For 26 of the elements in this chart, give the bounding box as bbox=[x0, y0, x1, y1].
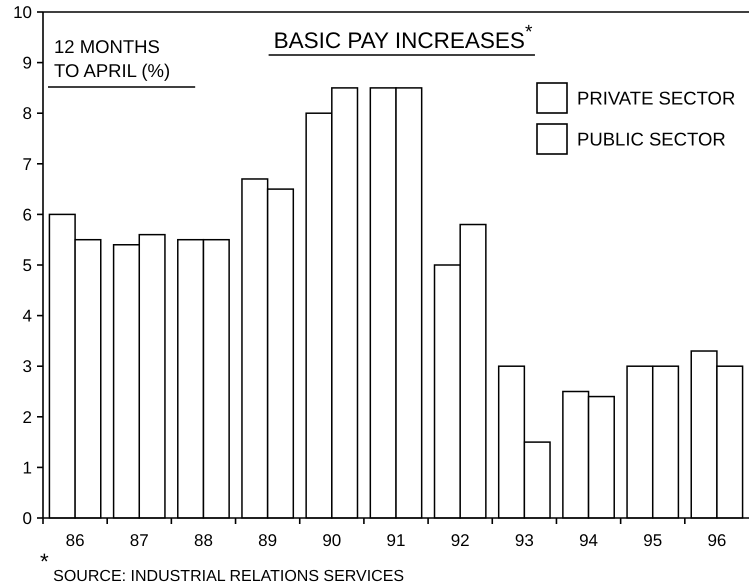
x-tick-label: 96 bbox=[707, 531, 726, 550]
x-tick-label: 92 bbox=[450, 531, 470, 550]
x-tick-label: 88 bbox=[194, 531, 213, 550]
x-tick-label: 90 bbox=[322, 531, 342, 550]
y-tick-label: 10 bbox=[13, 2, 32, 22]
legend-label: PUBLIC SECTOR bbox=[577, 128, 726, 150]
x-tick-label: 94 bbox=[579, 531, 598, 550]
y-tick-label: 5 bbox=[22, 256, 32, 275]
y-tick-label: 8 bbox=[22, 104, 32, 124]
y-tick-label: 3 bbox=[22, 357, 32, 376]
y-tick-label: 2 bbox=[22, 408, 32, 427]
y-tick-label: 0 bbox=[22, 508, 32, 528]
y-tick-label: 1 bbox=[22, 458, 32, 478]
x-tick-label: 89 bbox=[258, 531, 278, 550]
legend-label: PRIVATE SECTOR bbox=[577, 87, 736, 108]
x-tick-label: 95 bbox=[643, 531, 662, 550]
x-tick-label: 91 bbox=[386, 531, 406, 550]
y-axis-title: 12 MONTHS TO APRIL (%) bbox=[54, 36, 170, 81]
y-tick-label: 6 bbox=[22, 205, 32, 224]
text: BASIC PAY INCREASES$^{*}$ bbox=[274, 22, 533, 53]
y-tick-label: 9 bbox=[22, 54, 32, 73]
y-tick-label: 7 bbox=[22, 154, 32, 174]
y-tick-label: 4 bbox=[22, 306, 32, 326]
x-tick-label: 93 bbox=[514, 531, 534, 550]
x-tick-label: 86 bbox=[66, 531, 85, 550]
x-tick-label: 87 bbox=[130, 531, 149, 550]
